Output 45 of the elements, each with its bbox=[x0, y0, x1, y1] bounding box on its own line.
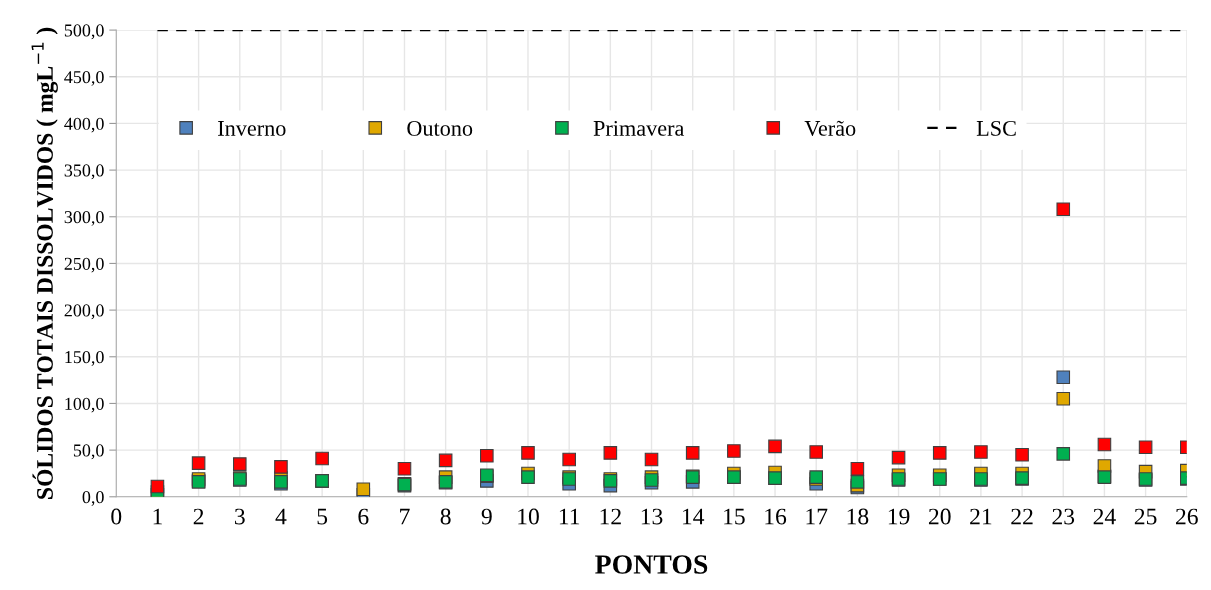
x-axis-title: PONTOS bbox=[595, 555, 708, 574]
x-tick-label: 23 bbox=[1052, 508, 1075, 525]
x-tick-label: 8 bbox=[440, 508, 451, 525]
x-tick-label: 3 bbox=[235, 508, 245, 525]
x-tick-label: 2 bbox=[193, 508, 204, 525]
x-tick-label: 19 bbox=[888, 508, 910, 525]
y-tick-label: 300,0 bbox=[64, 211, 104, 226]
y-tick-label: 250,0 bbox=[64, 257, 104, 273]
legend-label: Verão bbox=[804, 120, 856, 136]
x-tick-label: 4 bbox=[275, 508, 287, 525]
legend-label: Outono bbox=[407, 120, 473, 136]
y-tick-label: 350,0 bbox=[64, 164, 104, 180]
legend-label: Inverno bbox=[218, 121, 286, 136]
y-tick-label: 50,0 bbox=[73, 444, 104, 460]
x-tick-label: 12 bbox=[600, 508, 621, 525]
x-tick-label: 0 bbox=[111, 508, 122, 525]
x-tick-label: 21 bbox=[970, 508, 992, 525]
x-tick-label: 17 bbox=[806, 508, 828, 525]
x-tick-label: 9 bbox=[481, 508, 492, 525]
x-tick-label: 6 bbox=[358, 508, 369, 525]
y-tick-label: 450,0 bbox=[64, 71, 104, 86]
x-tick-label: 1 bbox=[153, 508, 162, 525]
legend-label: LSC bbox=[976, 120, 1016, 136]
y-tick-label: 150,0 bbox=[65, 351, 104, 366]
x-tick-label: 11 bbox=[559, 508, 580, 525]
x-tick-label: 20 bbox=[928, 508, 951, 525]
y-tick-label: 400,0 bbox=[64, 117, 104, 133]
x-tick-label: 18 bbox=[847, 508, 869, 525]
x-tick-label: 10 bbox=[518, 508, 539, 525]
x-tick-label: 24 bbox=[1093, 508, 1116, 525]
x-tick-label: 25 bbox=[1134, 508, 1157, 525]
x-tick-label: 14 bbox=[682, 508, 705, 525]
x-tick-label: 15 bbox=[724, 508, 745, 525]
y-tick-label: 500,0 bbox=[64, 24, 104, 40]
x-tick-label: 16 bbox=[765, 508, 787, 525]
y-tick-label: 100,0 bbox=[65, 397, 104, 413]
x-tick-label: 7 bbox=[400, 508, 410, 525]
x-tick-label: 13 bbox=[641, 508, 663, 525]
y-axis-title: SÓLIDOS TOTAIS DISSOLVIDOS ( mgL$^{−1}$ ) bbox=[31, 27, 58, 499]
x-tick-label: 22 bbox=[1011, 508, 1033, 525]
x-tick-label: 5 bbox=[317, 508, 328, 525]
y-tick-label: 200,0 bbox=[64, 304, 104, 320]
legend-label: Primavera bbox=[593, 120, 685, 136]
y-tick-label: 0,0 bbox=[82, 491, 104, 506]
x-tick-label: 26 bbox=[1176, 508, 1198, 525]
